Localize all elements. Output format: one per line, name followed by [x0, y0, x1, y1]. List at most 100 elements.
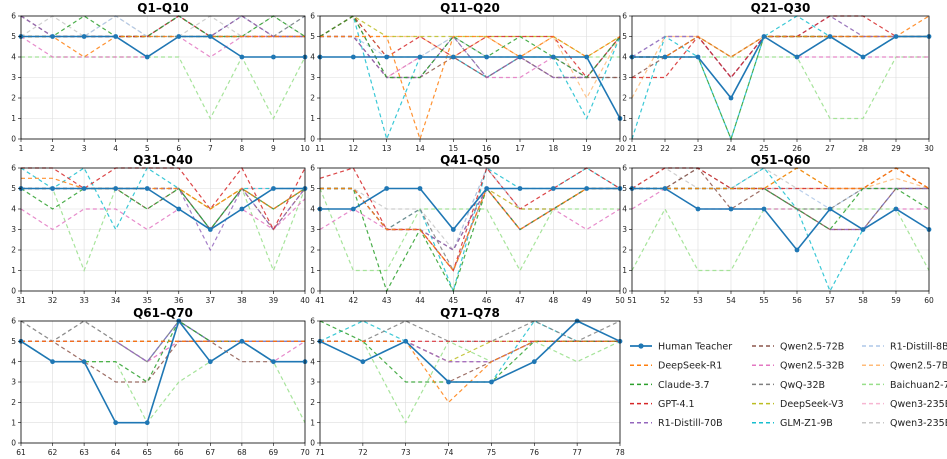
data-point: [728, 206, 734, 212]
data-point: [794, 247, 800, 253]
data-point: [860, 54, 866, 60]
x-tick-label: 8: [239, 144, 244, 153]
series-line-baichuan2-7b: [632, 56, 929, 120]
x-tick-label: 1: [19, 144, 24, 153]
x-tick-label: 44: [415, 296, 425, 305]
y-tick-label: 3: [11, 73, 16, 82]
legend-item: Qwen2.5-7B: [862, 361, 947, 372]
data-point: [271, 54, 276, 60]
x-tick-label: 18: [549, 144, 559, 153]
data-point: [239, 206, 245, 212]
x-tick-label: 68: [237, 448, 247, 457]
y-tick-label: 4: [11, 53, 16, 62]
series-line-glm-z1-9b: [319, 15, 621, 141]
y-tick-label: 4: [310, 357, 315, 366]
data-point: [446, 379, 451, 385]
y-tick-label: 1: [622, 266, 627, 275]
data-point: [695, 206, 701, 212]
data-point: [207, 359, 213, 365]
legend-item: GLM-Z1-9B: [752, 418, 833, 429]
series-line-gpt-4-1: [319, 15, 621, 79]
series-line-deepseek-r1: [632, 15, 930, 58]
y-tick-label: 5: [11, 337, 16, 346]
y-tick-label: 5: [310, 184, 315, 193]
legend-label: Qwen3-235B-R: [890, 418, 947, 429]
data-point: [531, 359, 537, 365]
series-line-baichuan2-7b: [631, 207, 930, 272]
y-tick-label: 2: [622, 94, 627, 103]
legend-label: GPT-4.1: [658, 399, 695, 410]
panel-title: Q11–Q20: [440, 1, 500, 15]
series-line-qwen3-235b-c: [319, 15, 621, 79]
data-point: [207, 34, 213, 39]
series-line-qwen2-5-72b: [632, 167, 929, 231]
legend-label: Qwen2.5-72B: [780, 341, 844, 352]
legend-item: Baichuan2-7B: [862, 380, 947, 391]
x-tick-label: 67: [206, 448, 216, 457]
y-tick-label: 6: [11, 164, 16, 173]
series-line-claude-3-7: [632, 35, 929, 141]
series-line-deepseek-r1: [21, 177, 306, 210]
series-line-qwen3-235b-r: [631, 167, 929, 190]
y-tick-label: 2: [622, 246, 627, 255]
data-point: [584, 186, 590, 191]
panel-title: Q61–Q70: [133, 306, 193, 320]
x-tick-label: 72: [358, 448, 368, 457]
x-tick-label: 62: [48, 448, 58, 457]
x-tick-label: 51: [627, 296, 637, 305]
x-tick-label: 50: [615, 296, 625, 305]
x-tick-label: 57: [825, 296, 835, 305]
data-point: [403, 338, 409, 344]
x-tick-label: 37: [206, 296, 216, 305]
x-tick-label: 45: [449, 296, 459, 305]
x-tick-label: 16: [482, 144, 492, 153]
series-line-qwen2-5-72b: [320, 187, 620, 251]
x-tick-label: 34: [111, 296, 121, 305]
series-line-human-teacher: [319, 320, 621, 383]
series-line-human-teacher: [21, 35, 305, 58]
data-point: [761, 206, 767, 212]
x-tick-label: 13: [382, 144, 392, 153]
legend-item: Qwen3-235B-R: [862, 418, 947, 429]
x-tick-label: 36: [174, 296, 184, 305]
y-tick-label: 0: [310, 135, 315, 144]
data-point: [50, 34, 55, 39]
panel-title: Q41–Q50: [440, 153, 500, 167]
series-line-human-teacher: [20, 319, 305, 424]
x-tick-label: 30: [924, 144, 934, 153]
y-tick-label: 3: [310, 73, 315, 82]
legend-item: DeepSeek-R1: [630, 361, 722, 372]
data-point: [550, 186, 556, 191]
series-line-human-teacher: [21, 187, 305, 231]
y-tick-label: 6: [622, 12, 627, 21]
series-line-claude-3-7: [21, 15, 306, 38]
series-line-baichuan2-7b: [21, 55, 306, 120]
x-tick-label: 70: [300, 448, 310, 457]
data-point: [144, 54, 150, 60]
y-tick-label: 3: [310, 378, 315, 387]
legend-label: DeepSeek-V3: [780, 399, 844, 410]
x-tick-label: 46: [482, 296, 492, 305]
y-tick-label: 1: [310, 114, 315, 123]
x-tick-label: 42: [349, 296, 359, 305]
legend-item: DeepSeek-V3: [752, 399, 844, 410]
x-tick-label: 2: [50, 144, 55, 153]
data-point: [144, 186, 150, 191]
series-line-deepseek-v3: [320, 340, 620, 363]
x-tick-label: 48: [549, 296, 559, 305]
data-point: [239, 338, 245, 344]
x-tick-label: 60: [924, 296, 934, 305]
legend: Human Teacher DeepSeek-R1 Claude-3.7 GPT-4.…: [630, 341, 947, 429]
y-tick-label: 5: [11, 32, 16, 41]
data-point: [584, 54, 590, 60]
x-tick-label: 21: [627, 144, 637, 153]
panel-title: Q71–Q78: [440, 306, 500, 320]
series-line-qwen2-5-7b: [632, 177, 930, 190]
y-tick-label: 6: [310, 12, 315, 21]
series-line-claude-3-7: [320, 187, 620, 293]
y-tick-label: 0: [310, 439, 315, 448]
x-tick-label: 66: [174, 448, 184, 457]
y-tick-label: 4: [11, 357, 16, 366]
